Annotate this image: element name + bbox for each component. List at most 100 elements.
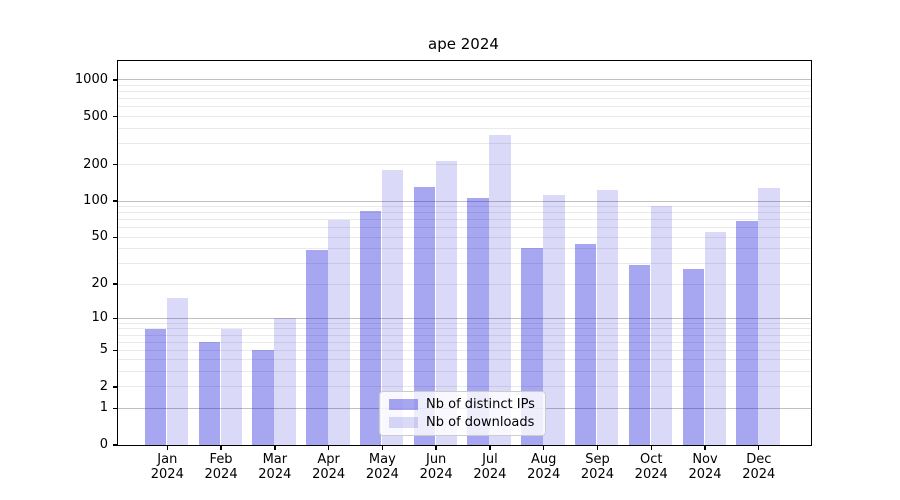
legend-label-nb-of-downloads: Nb of downloads xyxy=(426,415,535,430)
x-tick-year: 2024 xyxy=(365,467,399,482)
x-tick-mark xyxy=(704,445,706,450)
bar-nb-of-downloads-nov xyxy=(704,232,726,445)
bar-nb-of-downloads-aug xyxy=(543,195,565,445)
x-tick-mark xyxy=(489,445,491,450)
gridline-minor xyxy=(118,164,811,166)
y-tick-label-20: 20 xyxy=(91,276,108,292)
y-tick-mark xyxy=(113,407,118,410)
x-tick-month: Nov xyxy=(692,452,718,467)
y-tick-label-10: 10 xyxy=(91,310,108,326)
bar-nb-of-downloads-jul xyxy=(489,134,511,445)
x-tick-year: 2024 xyxy=(419,467,453,482)
bar-nb-of-distinct-ips-dec xyxy=(736,221,758,445)
legend-entry-nb-of-downloads: Nb of downloads xyxy=(389,415,535,430)
gridline-minor xyxy=(118,212,811,214)
x-tick-year: 2024 xyxy=(150,467,184,482)
x-tick-year: 2024 xyxy=(688,467,722,482)
y-tick-mark xyxy=(113,317,118,319)
x-tick-month: Feb xyxy=(209,452,233,467)
gridline-minor xyxy=(118,328,811,330)
x-tick-month: Aug xyxy=(530,452,557,467)
x-tick-label-oct: Oct 2024 xyxy=(619,452,683,482)
gridline-minor xyxy=(118,322,811,324)
y-tick-label-50: 50 xyxy=(91,229,108,245)
x-tick-year: 2024 xyxy=(580,467,614,482)
x-tick-mark xyxy=(166,445,168,450)
bar-nb-of-downloads-apr xyxy=(328,219,350,445)
x-tick-label-mar: Mar 2024 xyxy=(243,452,307,482)
gridline-minor xyxy=(118,219,811,221)
y-tick-mark xyxy=(113,79,118,81)
y-tick-label-100: 100 xyxy=(83,193,108,209)
x-tick-month: Mar xyxy=(262,452,288,467)
gridline-minor xyxy=(118,349,811,351)
y-axis: 0 1 2 5 10 20 50 100 200 500 1000 xyxy=(75,61,811,452)
x-tick-mark xyxy=(650,445,652,450)
y-tick-label-5: 5 xyxy=(99,342,108,358)
bar-nb-of-distinct-ips-sep xyxy=(574,243,597,445)
x-tick-year: 2024 xyxy=(258,467,292,482)
x-tick-month: Dec xyxy=(746,452,772,467)
bar-nb-of-distinct-ips-jun xyxy=(413,187,436,445)
x-tick-label-feb: Feb 2024 xyxy=(189,452,253,482)
y-tick-mark xyxy=(113,115,118,118)
gridline-minor xyxy=(118,386,811,388)
legend-label-nb-of-distinct-ips: Nb of distinct IPs xyxy=(426,397,535,412)
x-tick-year: 2024 xyxy=(312,467,346,482)
x-tick-label-dec: Dec 2024 xyxy=(727,452,791,482)
bar-layer xyxy=(118,61,811,445)
y-tick-label-500: 500 xyxy=(83,108,108,124)
x-tick-month: May xyxy=(368,452,396,467)
x-tick-mark xyxy=(596,445,599,450)
y-tick-label-200: 200 xyxy=(83,156,108,172)
bar-nb-of-downloads-feb xyxy=(220,328,243,445)
gridline-minor xyxy=(118,236,811,238)
gridline-minor xyxy=(118,206,811,208)
bar-nb-of-distinct-ips-feb xyxy=(198,342,221,445)
x-tick-mark xyxy=(758,445,760,450)
gridline-minor xyxy=(118,116,811,118)
y-tick-mark xyxy=(113,200,118,202)
bar-nb-of-downloads-dec xyxy=(758,188,780,445)
gridline-minor xyxy=(118,85,811,86)
x-tick-mark xyxy=(327,445,330,450)
bar-nb-of-downloads-may xyxy=(381,170,404,445)
y-tick-mark xyxy=(113,283,118,285)
x-tick-mark xyxy=(542,445,545,450)
bar-nb-of-distinct-ips-jan xyxy=(144,328,167,445)
x-tick-mark xyxy=(435,445,437,450)
gridline-minor xyxy=(118,127,811,129)
legend-entry-nb-of-distinct-ips: Nb of distinct IPs xyxy=(389,397,535,412)
gridline-minor xyxy=(118,142,811,144)
bar-nb-of-distinct-ips-oct xyxy=(628,265,651,445)
x-tick-label-may: May 2024 xyxy=(350,452,414,482)
x-tick-month: Sep xyxy=(585,452,610,467)
x-tick-label-aug: Aug 2024 xyxy=(512,452,576,482)
x-tick-label-jun: Jun 2024 xyxy=(404,452,468,482)
x-axis: Jan 2024 Feb 2024 Mar 2024 Apr 2024 May 2024 Jun 20… xyxy=(118,61,811,482)
x-tick-year: 2024 xyxy=(527,467,561,482)
y-tick-mark xyxy=(113,164,118,166)
x-tick-month: Jul xyxy=(482,452,498,467)
bar-nb-of-distinct-ips-apr xyxy=(306,250,328,445)
x-tick-mark xyxy=(220,445,222,450)
y-tick-mark xyxy=(113,236,118,238)
bar-nb-of-downloads-jan xyxy=(166,298,189,445)
x-tick-mark xyxy=(274,445,276,450)
plot-area: 0 1 2 5 10 20 50 100 200 500 1000 Jan 2024 Feb 2024 Ma… xyxy=(75,60,812,482)
x-tick-label-apr: Apr 2024 xyxy=(297,452,361,482)
gridline-minor xyxy=(118,106,811,108)
gridline-minor xyxy=(118,371,811,373)
x-tick-month: Jun xyxy=(425,452,447,467)
x-tick-year: 2024 xyxy=(634,467,668,482)
gridline-minor xyxy=(118,334,811,336)
x-tick-month: Jan xyxy=(157,452,178,467)
x-tick-year: 2024 xyxy=(204,467,238,482)
gridline-major xyxy=(118,317,811,319)
chart-title: ape 2024 xyxy=(428,35,499,53)
y-tick-mark xyxy=(113,444,118,446)
bar-nb-of-downloads-mar xyxy=(274,318,296,445)
gridline-minor xyxy=(118,91,811,93)
bar-nb-of-distinct-ips-nov xyxy=(682,268,704,445)
